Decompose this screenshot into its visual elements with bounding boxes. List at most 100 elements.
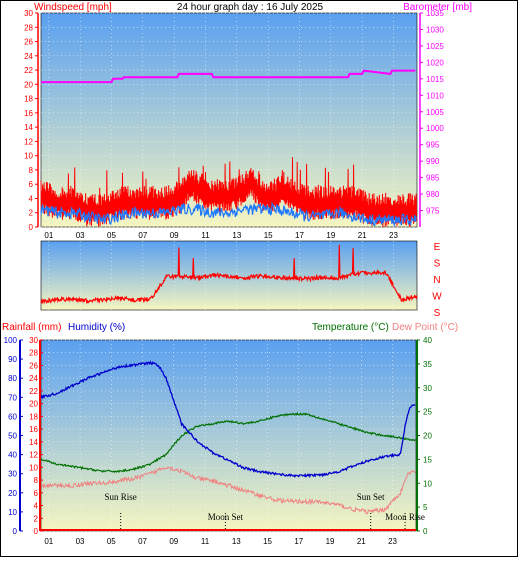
humidity-tick-label: 90 [8,355,17,364]
barometer-tick-label: 1030 [426,25,444,34]
rainfall-tick-label: 0 [34,527,39,536]
wind-panel-hour-ticks: 01 03 05 07 09 11 13 15 17 19 21 23 [44,231,398,240]
windspeed-tick-label: 0 [29,223,34,232]
rainfall-tick-label: 10 [29,463,38,472]
rainfall-tick-label: 18 [29,412,38,421]
temperature-tick-label: 5 [423,503,428,512]
temperature-tick-label: 30 [423,384,432,393]
hour-tick-label: 05 [107,231,116,240]
barometer-tick-label: 1020 [426,58,444,67]
hour-tick-label: 07 [138,537,147,546]
humidity-tick-label: 70 [8,393,17,402]
hour-tick-label: 13 [232,231,241,240]
hour-tick-label: 23 [388,537,397,546]
chart-title: 24 hour graph day : 16 July 2025 [177,2,324,13]
rainfall-tick-label: 12 [29,451,38,460]
humidity-tick-label: 30 [8,470,17,479]
rainfall-tick-label: 22 [29,387,38,396]
annotation-label: Sun Rise [105,492,137,502]
hour-tick-label: 17 [295,231,304,240]
windspeed-tick-label: 22 [24,66,33,75]
barometer-tick-label: 1025 [426,42,444,51]
windspeed-tick-label: 14 [24,123,33,132]
hour-tick-label: 17 [294,537,303,546]
windspeed-tick-label: 8 [29,166,34,175]
temperature-tick-label: 40 [423,336,432,345]
wind-panel-series [40,69,418,228]
rainfall-tick-label: 4 [34,502,39,511]
windspeed-tick-label: 12 [24,137,33,146]
windspeed-tick-label: 30 [24,9,33,18]
annotation-label: Sun Set [357,492,385,502]
barometer-series [41,69,416,84]
barometer-tick-label: 1035 [426,9,444,18]
wind-direction-series [40,244,418,305]
barometer-tick-label: 1000 [426,124,444,133]
direction-tick-label: S [434,308,441,319]
hour-tick-label: 01 [44,231,53,240]
temperature-tick-label: 10 [423,479,432,488]
hour-tick-label: 23 [389,231,398,240]
temperature-tick-label: 25 [423,408,432,417]
windspeed-tick-label: 16 [24,109,33,118]
rainfall-tick-label: 20 [29,400,38,409]
hour-tick-label: 03 [76,537,85,546]
hour-tick-label: 11 [201,231,210,240]
temperature-axis-title: Temperature (°C) [312,322,389,333]
direction-tick-label: W [432,292,442,303]
windspeed-tick-label: 6 [29,180,34,189]
humidity-tick-label: 60 [8,412,17,421]
rainfall-tick-label: 2 [34,514,39,523]
direction-tick-label: E [434,242,441,253]
humidity-tick-label: 40 [8,451,17,460]
humidity-tick-label: 10 [8,508,17,517]
barometer-tick-label: 990 [426,157,440,166]
rainfall-tick-label: 30 [29,336,38,345]
windspeed-average-series [40,201,417,228]
hour-tick-label: 05 [107,537,116,546]
panel3-series [40,360,416,531]
barometer-tick-label: 1015 [426,75,444,84]
humidity-series [40,360,416,479]
rainfall-tick-label: 26 [29,361,38,370]
hour-tick-label: 07 [138,231,147,240]
humidity-ticks: 0 10 20 30 40 50 60 70 80 90 100 [4,336,23,536]
barometer-axis-title: Barometer [mb] [403,2,472,13]
dewpoint-series [40,466,416,515]
temperature-tick-label: 35 [423,360,432,369]
hour-tick-label: 01 [44,537,53,546]
windspeed-axis-title: Windspeed [mph] [34,2,112,13]
hour-tick-label: 03 [76,231,85,240]
rainfall-tick-label: 16 [29,425,38,434]
barometer-tick-label: 995 [426,141,440,150]
barometer-tick-label: 980 [426,190,440,199]
humidity-tick-label: 20 [8,489,17,498]
temperature-tick-label: 15 [423,455,432,464]
windspeed-tick-label: 4 [29,194,34,203]
hour-tick-label: 21 [358,231,367,240]
windspeed-tick-label: 2 [29,209,34,218]
hour-tick-label: 13 [232,537,241,546]
humidity-tick-label: 50 [8,432,17,441]
panel3-hour-ticks: 01 03 05 07 09 11 13 15 17 19 21 23 [44,537,397,546]
temperature-series [40,411,416,474]
barometer-tick-label: 975 [426,207,440,216]
windspeed-tick-label: 26 [24,38,33,47]
rainfall-axis-title: Rainfall (mm) [2,322,61,333]
barometer-tick-label: 1010 [426,91,444,100]
rain-humidity-temperature-panel [40,339,417,532]
direction-series [40,244,418,305]
hour-tick-label: 15 [264,231,273,240]
hour-tick-label: 11 [201,537,210,546]
humidity-tick-label: 80 [8,374,17,383]
barometer-tick-label: 1005 [426,108,444,117]
rainfall-tick-label: 14 [29,438,38,447]
direction-tick-label: N [433,275,440,286]
annotation-label: Moon Set [208,512,244,522]
hour-tick-label: 09 [169,537,178,546]
temperature-tick-label: 0 [423,527,428,536]
rainfall-tick-label: 6 [34,489,39,498]
